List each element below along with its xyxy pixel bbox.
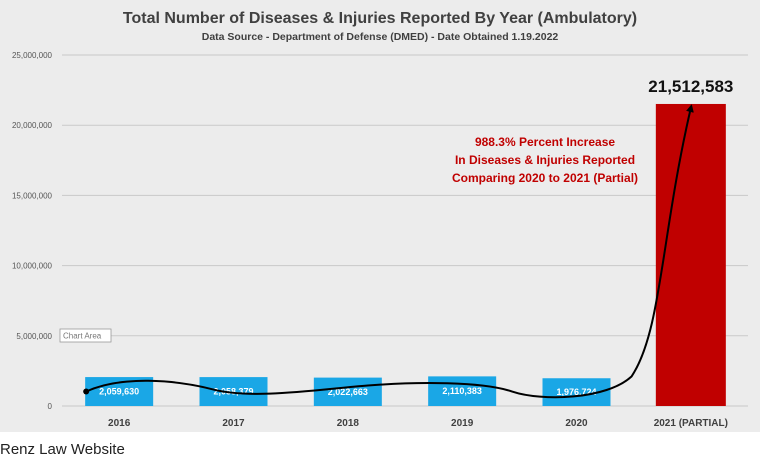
y-tick-label: 5,000,000 <box>16 332 52 341</box>
x-axis-tick-labels: 2016 2017 2018 2019 2020 2021 (PARTIAL) <box>108 418 728 429</box>
x-tick-label: 2019 <box>451 418 474 429</box>
chart-area-tooltip: Chart Area <box>59 328 112 343</box>
x-tick-label: 2021 (PARTIAL) <box>654 418 728 429</box>
y-tick-label: 0 <box>48 402 53 411</box>
x-tick-label: 2017 <box>222 418 245 429</box>
annotation-text: 988.3% Percent Increase In Diseases & Inj… <box>452 135 638 185</box>
x-tick-label: 2016 <box>108 418 131 429</box>
bar <box>199 377 268 406</box>
tooltip-box <box>59 328 112 343</box>
bar <box>655 103 726 407</box>
x-tick-label: 2020 <box>565 418 588 429</box>
data-label: 2,059,630 <box>99 387 139 397</box>
bar <box>428 376 497 406</box>
trend-line <box>85 104 694 399</box>
chart-subtitle: Data Source - Department of Defense (DME… <box>202 31 559 43</box>
data-label: 2,022,663 <box>328 387 368 397</box>
chart-svg: Total Number of Diseases & Injuries Repo… <box>12 10 748 429</box>
data-label: 2,110,383 <box>442 386 482 396</box>
y-tick-label: 20,000,000 <box>12 121 53 130</box>
trend-curve <box>83 104 694 399</box>
caption-text: Renz Law Website <box>0 441 125 458</box>
y-tick-label: 15,000,000 <box>12 191 53 200</box>
y-axis-tick-labels: 0 5,000,000 10,000,000 15,000,000 20,000,000… <box>12 51 53 411</box>
annotation-line: 988.3% Percent Increase <box>475 135 615 149</box>
y-tick-label: 25,000,000 <box>12 51 53 60</box>
chart-frame: Total Number of Diseases & Injuries Repo… <box>0 0 760 432</box>
data-labels: 2,059,630 2,058,379 2,022,663 2,110,383 1,97… <box>99 77 733 397</box>
y-tick-label: 10,000,000 <box>12 262 53 271</box>
tooltip-text: Chart Area <box>63 332 102 341</box>
data-label: 1,976,724 <box>556 387 596 397</box>
annotation-line: In Diseases & Injuries Reported <box>455 153 635 167</box>
trend-start-dot <box>83 388 90 395</box>
x-tick-label: 2018 <box>337 418 360 429</box>
annotation-line: Comparing 2020 to 2021 (Partial) <box>452 171 638 185</box>
bar <box>313 377 382 406</box>
image-caption: Renz Law Website <box>0 432 760 463</box>
bars <box>85 103 726 407</box>
data-label: 2,058,379 <box>213 387 253 397</box>
data-label: 21,512,583 <box>648 77 733 96</box>
chart-title: Total Number of Diseases & Injuries Repo… <box>123 10 637 27</box>
gridlines <box>62 54 748 407</box>
